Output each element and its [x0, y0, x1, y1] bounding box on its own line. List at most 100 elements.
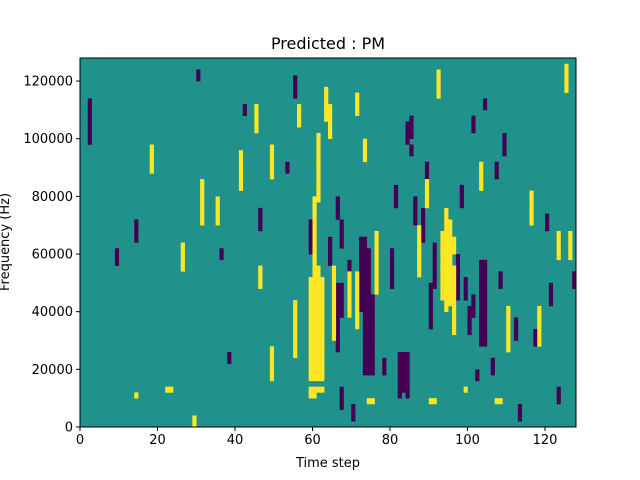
heatmap-cell-high [312, 323, 317, 330]
heatmap-cell-high [366, 398, 371, 405]
heatmap-cell-low [339, 294, 344, 301]
heatmap-cell-high [537, 334, 542, 341]
heatmap-cell-low [517, 409, 523, 416]
heatmap-cell-low [432, 242, 437, 249]
heatmap-cell-low [459, 184, 464, 191]
heatmap-cell-low [432, 259, 437, 266]
heatmap-cell-high [440, 236, 445, 243]
heatmap-cell-high [328, 127, 333, 134]
heatmap-cell-low [483, 300, 488, 307]
heatmap-cell-high [432, 398, 437, 405]
heatmap-cell-low [382, 357, 387, 364]
heatmap-cell-low [87, 132, 92, 140]
heatmap-cell-low [479, 294, 484, 301]
heatmap-cell-high [506, 328, 511, 336]
heatmap-cell-high [331, 305, 337, 312]
heatmap-cell-low [483, 277, 488, 284]
heatmap-cell-low [397, 375, 402, 382]
heatmap-cell-low [514, 328, 519, 336]
heatmap-cell-low [335, 207, 340, 214]
heatmap-cell-high [347, 282, 352, 289]
heatmap-cell-high [331, 300, 337, 307]
heatmap-cell-high [424, 184, 430, 191]
heatmap-cell-low [293, 81, 298, 88]
y-tick-label: 100000 [23, 132, 73, 147]
heatmap-cell-low [455, 259, 461, 266]
heatmap-cell-high [312, 392, 317, 399]
heatmap-cell-low [114, 254, 120, 261]
heatmap-cell-low [362, 294, 368, 301]
heatmap-cell-low [359, 254, 364, 261]
heatmap-cell-high [149, 144, 154, 151]
heatmap-cell-high [320, 288, 325, 295]
heatmap-cell-low [370, 294, 375, 301]
heatmap-cell-low [556, 398, 561, 405]
heatmap-cell-high [316, 271, 321, 278]
heatmap-cell-high [269, 173, 275, 180]
heatmap-cell-low [421, 236, 426, 243]
heatmap-cell-high [297, 121, 302, 128]
heatmap-cell-high [149, 150, 154, 157]
heatmap-cell-low [479, 340, 484, 347]
heatmap-cell-low [421, 219, 426, 226]
heatmap-cell-high [444, 207, 449, 214]
heatmap-cell-high [293, 346, 298, 353]
heatmap-cell-low [467, 305, 472, 312]
heatmap-cell-high [215, 196, 220, 203]
heatmap-cell-low [471, 127, 476, 134]
heatmap-cell-low [490, 363, 495, 370]
heatmap-cell-high [316, 179, 321, 186]
heatmap-cell-high [347, 271, 352, 278]
heatmap-cell-high [448, 236, 453, 243]
x-axis-label: Time step [295, 456, 360, 471]
heatmap-cell-high [316, 184, 321, 191]
heatmap-cell-high [440, 288, 445, 295]
heatmap-cell-high [312, 242, 317, 249]
heatmap-cell-low [362, 265, 368, 272]
heatmap-cell-high [293, 317, 298, 324]
heatmap-cell-high [258, 265, 263, 272]
heatmap-cell-low [405, 127, 410, 134]
heatmap-cell-high [134, 392, 139, 399]
heatmap-cell-high [200, 190, 205, 197]
heatmap-cell-low [393, 196, 399, 203]
heatmap-cell-low [405, 121, 410, 128]
heatmap-cell-high [320, 334, 325, 341]
heatmap-cell-high [316, 190, 321, 197]
heatmap-cell-low [359, 236, 364, 243]
heatmap-cell-low [366, 352, 371, 359]
heatmap-cell-high [312, 254, 317, 261]
heatmap-cell-low [362, 300, 368, 307]
heatmap-cell-high [448, 300, 453, 307]
heatmap-cell-high [347, 288, 352, 295]
heatmap-cell-high [254, 115, 259, 122]
heatmap-cell-high [316, 138, 321, 145]
heatmap-cell-low [87, 109, 92, 116]
heatmap-cell-high [568, 242, 573, 249]
x-tick-label: 0 [76, 433, 84, 448]
heatmap-cell-low [463, 282, 468, 289]
heatmap-cell-high [564, 75, 569, 82]
heatmap-cell-high [316, 386, 321, 393]
heatmap-cell-high [180, 265, 185, 272]
heatmap-cell-high [316, 311, 321, 318]
heatmap-cell-low [556, 386, 561, 393]
heatmap-cell-high [452, 300, 457, 307]
heatmap-cell-low [471, 311, 476, 318]
heatmap-cell-low [347, 259, 352, 266]
heatmap-cell-low [390, 248, 395, 255]
heatmap-cell-low [339, 288, 344, 295]
heatmap-cell-high [328, 132, 333, 140]
heatmap-cell-low [362, 328, 368, 336]
heatmap-cell-low [362, 323, 368, 330]
heatmap-cell-high [374, 236, 379, 243]
heatmap-cell-high [440, 259, 445, 266]
heatmap-cell-low [359, 242, 364, 249]
heatmap-cell-low [397, 357, 402, 364]
heatmap-cell-high [320, 375, 325, 382]
heatmap-cell-low [114, 259, 120, 266]
heatmap-cell-low [393, 202, 399, 209]
heatmap-cell-low [455, 277, 461, 284]
heatmap-cell-low [479, 305, 484, 312]
heatmap-cell-high [374, 248, 379, 255]
